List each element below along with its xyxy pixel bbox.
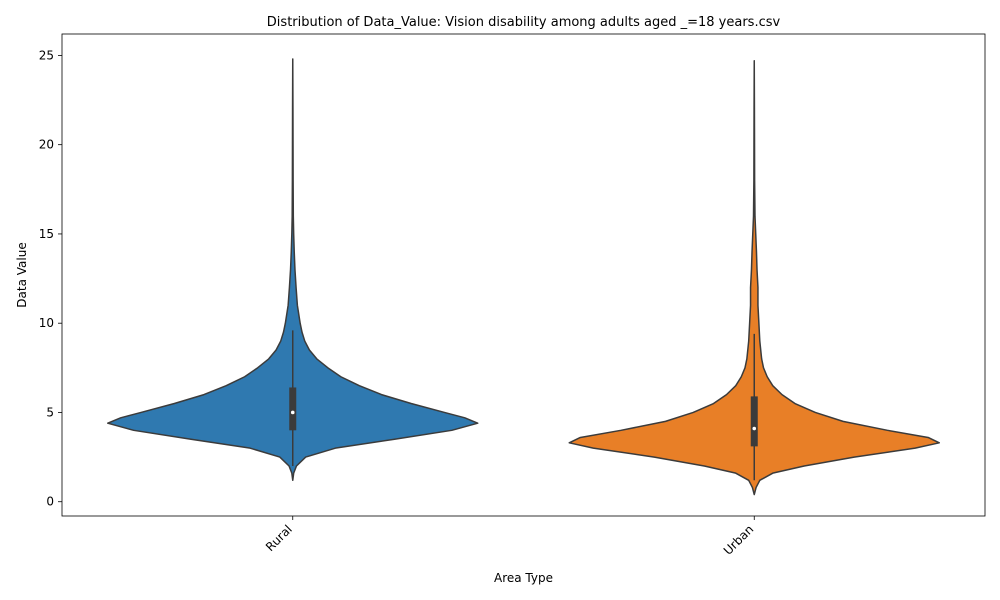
- violin-group: [107, 58, 940, 496]
- iqr-box-urban: [750, 396, 758, 447]
- violin-urban: [568, 60, 940, 496]
- y-tick-label: 10: [39, 316, 54, 330]
- median-dot-rural: [290, 410, 295, 415]
- y-tick-label: 25: [39, 48, 54, 62]
- violin-rural: [107, 58, 479, 482]
- y-tick-label: 5: [46, 405, 54, 419]
- y-tick-label: 0: [46, 495, 54, 509]
- plot-frame: [61, 33, 986, 517]
- median-dot-urban: [752, 426, 757, 431]
- x-tick-label-rural: Rural: [263, 522, 295, 554]
- y-axis: 0 5 10 15 20 25: [39, 48, 62, 509]
- y-tick-label: 15: [39, 227, 54, 241]
- x-axis: Rural Urban: [263, 516, 756, 558]
- chart-title: Distribution of Data_Value: Vision disab…: [267, 15, 781, 30]
- y-tick-label: 20: [39, 138, 54, 152]
- x-axis-label: Area Type: [494, 571, 553, 585]
- y-axis-label: Data Value: [15, 242, 29, 307]
- iqr-box-rural: [289, 387, 297, 431]
- x-tick-label-urban: Urban: [721, 522, 757, 558]
